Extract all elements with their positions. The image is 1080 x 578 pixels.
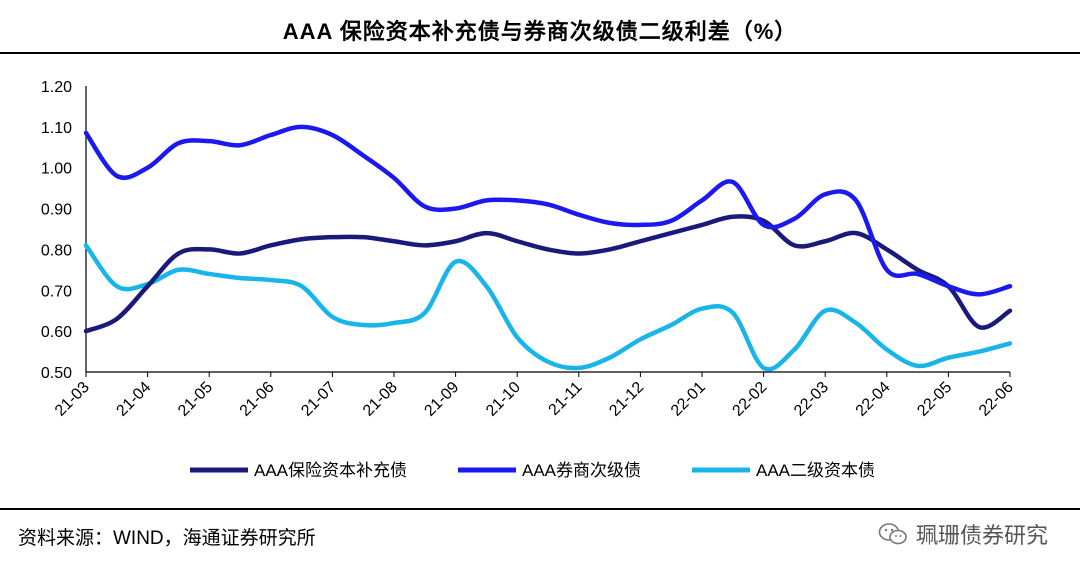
source-note: 资料来源：WIND，海通证券研究所 xyxy=(18,528,316,549)
x-tick-label: 21-06 xyxy=(237,379,278,420)
series-lines xyxy=(83,124,1013,372)
watermark: 珮珊债券研究 xyxy=(878,518,1048,550)
chart-title: AAA 保险资本补充债与券商次级债二级利差（%） xyxy=(282,19,798,44)
bottom-divider xyxy=(0,508,1080,510)
x-tick-label: 21-03 xyxy=(52,379,93,420)
wechat-icon xyxy=(878,523,907,545)
series-line-3 xyxy=(83,243,1013,372)
x-tick-label: 21-09 xyxy=(421,379,462,420)
legend: AAA保险资本补充债 AAA券商次级债 AAA二级资本债 xyxy=(190,461,875,480)
y-tick-label: 1.00 xyxy=(41,161,72,178)
y-tick-label: 0.50 xyxy=(41,365,72,382)
y-tick-label: 1.20 xyxy=(41,79,72,96)
x-tick-label: 22-03 xyxy=(791,379,832,420)
y-tick-label: 1.10 xyxy=(41,120,72,137)
x-tick-label: 21-05 xyxy=(175,379,216,420)
x-tick-label: 21-10 xyxy=(483,379,524,420)
x-tick-label: 21-11 xyxy=(546,379,586,419)
x-axis: 21-03 21-04 21-05 21-06 21-07 21-08 21-09 21-10… xyxy=(52,86,1017,420)
y-tick-label: 0.90 xyxy=(41,202,72,219)
x-tick-label: 22-06 xyxy=(976,379,1017,420)
x-tick-label: 22-01 xyxy=(668,379,709,420)
top-divider xyxy=(0,52,1080,54)
line-chart: 0.500.600.700.800.901.001.101.20 21-03 21… xyxy=(41,79,1017,480)
x-tick-label: 21-12 xyxy=(606,379,647,420)
y-axis-ticks: 0.50 0.60 0.70 0.80 0.90 1.00 1.10 1.20 xyxy=(41,79,72,382)
watermark-text: 珮珊债券研究 xyxy=(915,523,1048,548)
legend-label-2: AAA券商次级债 xyxy=(522,461,641,480)
series-line-1 xyxy=(83,214,1013,334)
x-tick-label: 22-04 xyxy=(853,379,894,420)
legend-label-3: AAA二级资本债 xyxy=(756,461,875,480)
x-tick-label: 22-02 xyxy=(729,379,770,420)
y-tick-label: 0.80 xyxy=(41,242,72,259)
legend-label-1: AAA保险资本补充债 xyxy=(254,461,407,480)
y-tick-label: 0.60 xyxy=(41,324,72,341)
series-line-2 xyxy=(83,124,1013,297)
x-tick-label: 21-07 xyxy=(298,379,339,420)
x-tick-label: 21-08 xyxy=(360,379,401,420)
x-tick-label: 21-04 xyxy=(113,379,154,420)
x-tick-label: 22-05 xyxy=(914,379,955,420)
y-tick-label: 0.70 xyxy=(41,283,72,300)
